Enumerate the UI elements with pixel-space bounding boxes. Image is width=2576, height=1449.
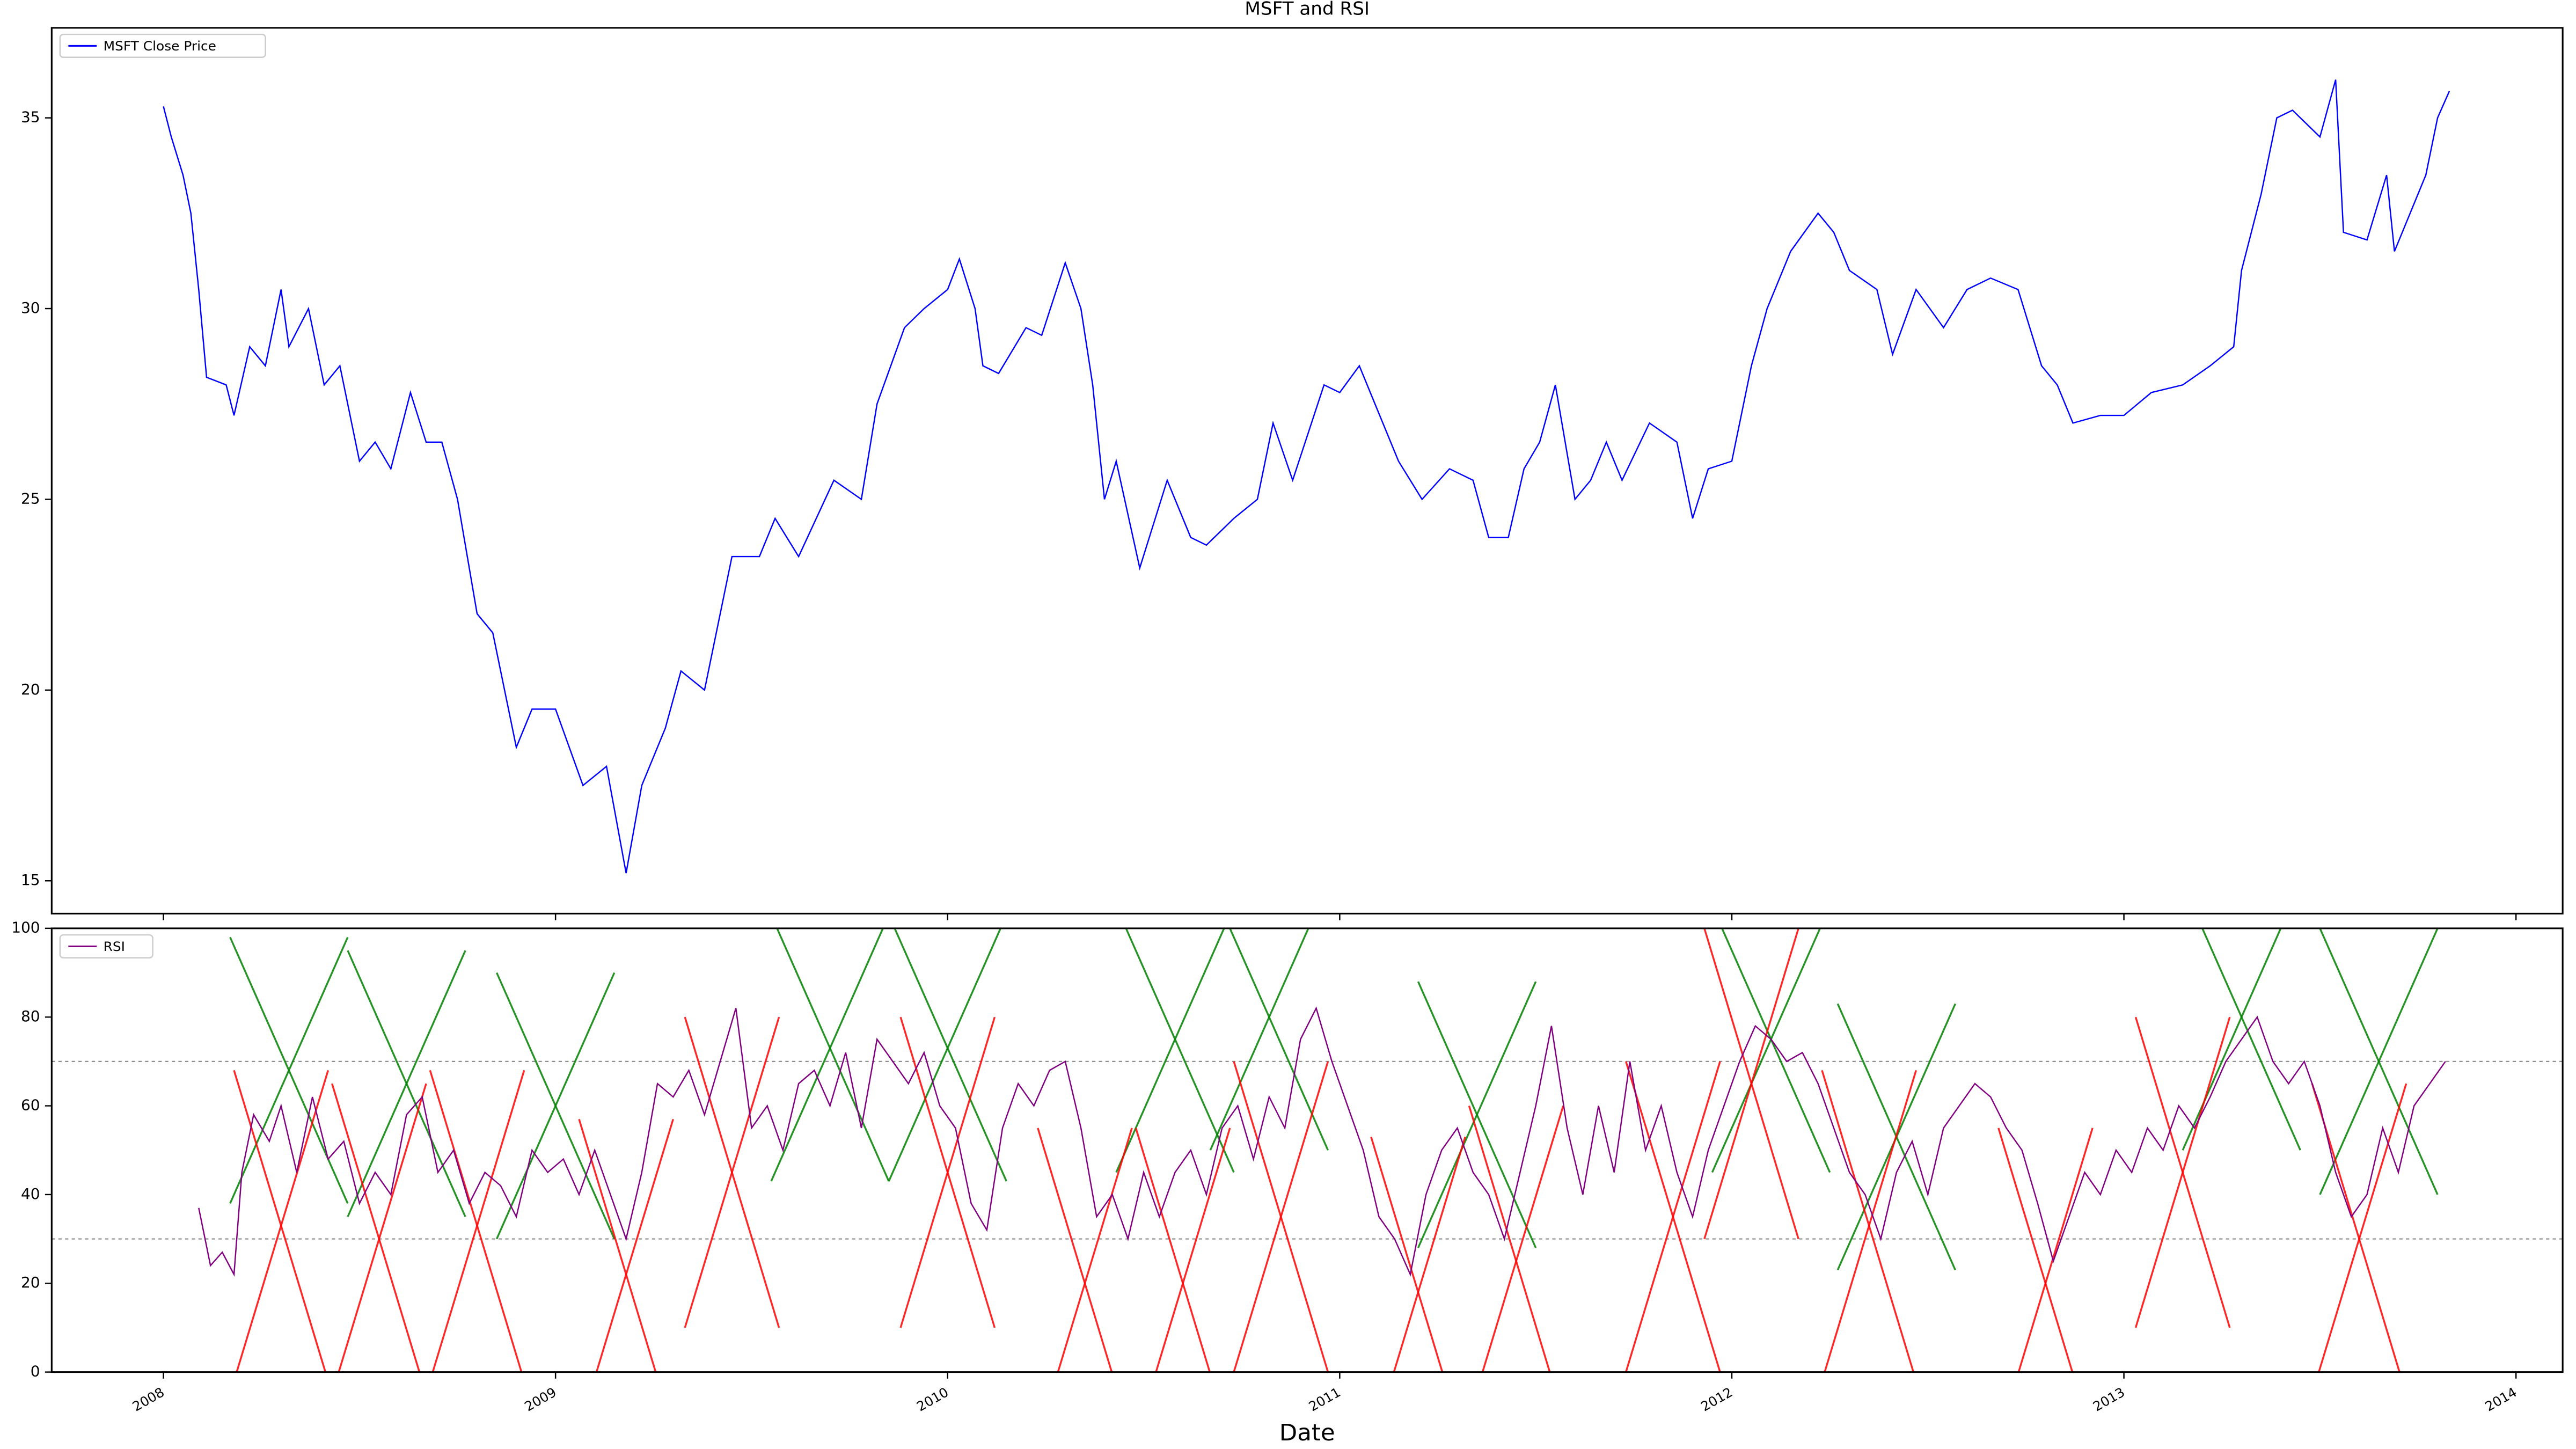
plot-area [163, 79, 2450, 874]
price-line [198, 1006, 2446, 1277]
trend-line [888, 928, 1002, 1182]
trend-line [595, 1118, 674, 1372]
x-tick-label: 2013 [2090, 1384, 2127, 1414]
y-tick-label: 30 [21, 299, 40, 317]
x-tick-label: 2014 [2482, 1384, 2519, 1414]
trend-line [2318, 1083, 2407, 1372]
trend-line [1057, 1128, 1133, 1372]
trend-line [347, 950, 466, 1217]
chart-title: MSFT and RSI [1245, 0, 1370, 19]
trend-line [338, 1083, 427, 1372]
y-tick-label: 80 [21, 1007, 40, 1025]
trend-line [1417, 981, 1537, 1248]
x-tick-label: 2011 [1306, 1384, 1343, 1414]
trend-line [1625, 1061, 1721, 1372]
trend-line [431, 1070, 525, 1372]
y-tick-label: 40 [21, 1185, 40, 1203]
trend-line [1155, 1128, 1231, 1372]
x-axis-label: Date [1279, 1419, 1335, 1446]
trend-line [2319, 928, 2439, 1195]
trend-line [229, 936, 349, 1204]
x-tick-label: 2009 [522, 1384, 559, 1414]
x-tick-label: 2010 [914, 1384, 951, 1414]
trend-line [899, 1016, 996, 1328]
axes-frame [50, 927, 2564, 1373]
trend-line [495, 972, 616, 1240]
axes-frame [50, 27, 2564, 914]
trend-line [1481, 1106, 1564, 1372]
y-tick-label: 60 [21, 1096, 40, 1114]
trend-line [1824, 1070, 1918, 1372]
y-tick-label: 20 [21, 680, 40, 698]
legend-label: RSI [104, 939, 125, 954]
trend-line [2134, 1016, 2231, 1328]
x-tick-label: 2008 [130, 1384, 167, 1414]
plot-area [52, 928, 2563, 1372]
trend-line [770, 928, 884, 1182]
trend-line [236, 1070, 330, 1372]
trend-line [1393, 1136, 1466, 1372]
trend-line [684, 1016, 780, 1328]
legend-box [59, 934, 153, 958]
y-tick-label: 15 [21, 871, 40, 889]
trend-line [2017, 1128, 2094, 1372]
x-tick-label: 2012 [1698, 1384, 1735, 1414]
y-tick-label: 20 [21, 1274, 40, 1291]
trend-line [1233, 1061, 1329, 1372]
y-tick-label: 0 [31, 1363, 40, 1380]
y-tick-label: 35 [21, 108, 40, 126]
price-line [163, 79, 2450, 874]
legend-box [59, 33, 266, 58]
trend-line [1703, 928, 1799, 1240]
y-tick-label: 25 [21, 490, 40, 508]
legend-label: MSFT Close Price [104, 38, 216, 54]
y-tick-label: 100 [11, 919, 40, 936]
